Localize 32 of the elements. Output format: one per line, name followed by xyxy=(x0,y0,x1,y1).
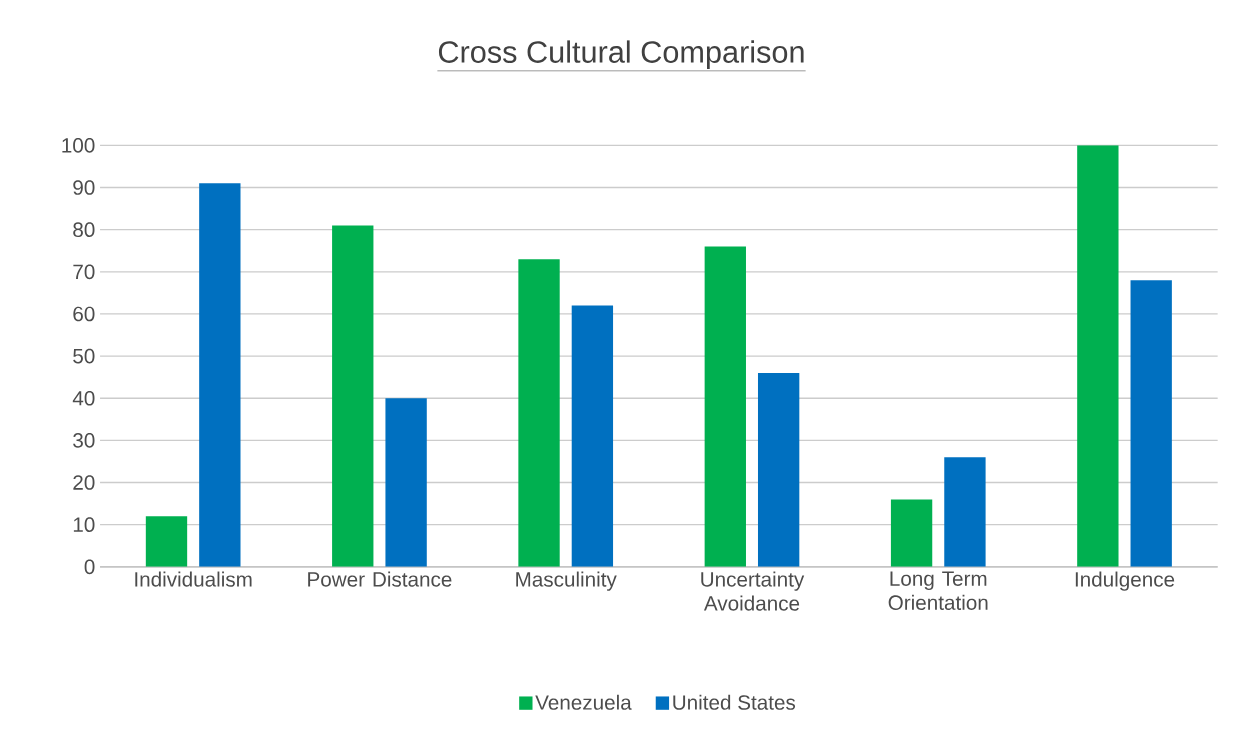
y-tick-label: 90 xyxy=(73,180,95,196)
chart-title: Cross Cultural Comparison xyxy=(438,40,804,70)
bar xyxy=(332,225,374,568)
y-tick-label: 30 xyxy=(73,433,95,448)
y-tick-label: 50 xyxy=(73,349,95,364)
bar xyxy=(1077,145,1119,568)
y-tick-label: 80 xyxy=(73,222,95,238)
y-tick-label: 10 xyxy=(73,517,95,533)
bar xyxy=(890,499,933,568)
y-tick-label: 60 xyxy=(73,306,95,322)
x-tick-label: Masculinity xyxy=(516,571,617,592)
bar xyxy=(704,246,746,568)
bar xyxy=(385,398,427,568)
y-tick-label: 100 xyxy=(62,138,95,153)
x-tick-label: Indulgence xyxy=(1075,571,1175,592)
x-tick-label: Power Distance xyxy=(308,571,452,587)
bar xyxy=(757,373,800,568)
bar xyxy=(571,305,614,568)
y-tick-label: 70 xyxy=(73,264,95,280)
y-tick-label: 0 xyxy=(84,559,95,575)
bar xyxy=(199,183,241,568)
bar xyxy=(145,516,188,568)
x-tick-label: Long Term Orientation xyxy=(888,571,988,611)
bar xyxy=(1130,280,1172,568)
y-tick-label: 20 xyxy=(73,475,95,491)
bar xyxy=(518,259,560,568)
x-tick-label: Uncertainty Avoidance xyxy=(701,571,805,611)
y-tick-label: 40 xyxy=(72,391,95,406)
legend-label: Venezuela xyxy=(535,694,632,711)
x-tick-label: Individualism xyxy=(135,571,252,587)
bar xyxy=(944,457,986,568)
legend-label: United States xyxy=(673,694,796,711)
